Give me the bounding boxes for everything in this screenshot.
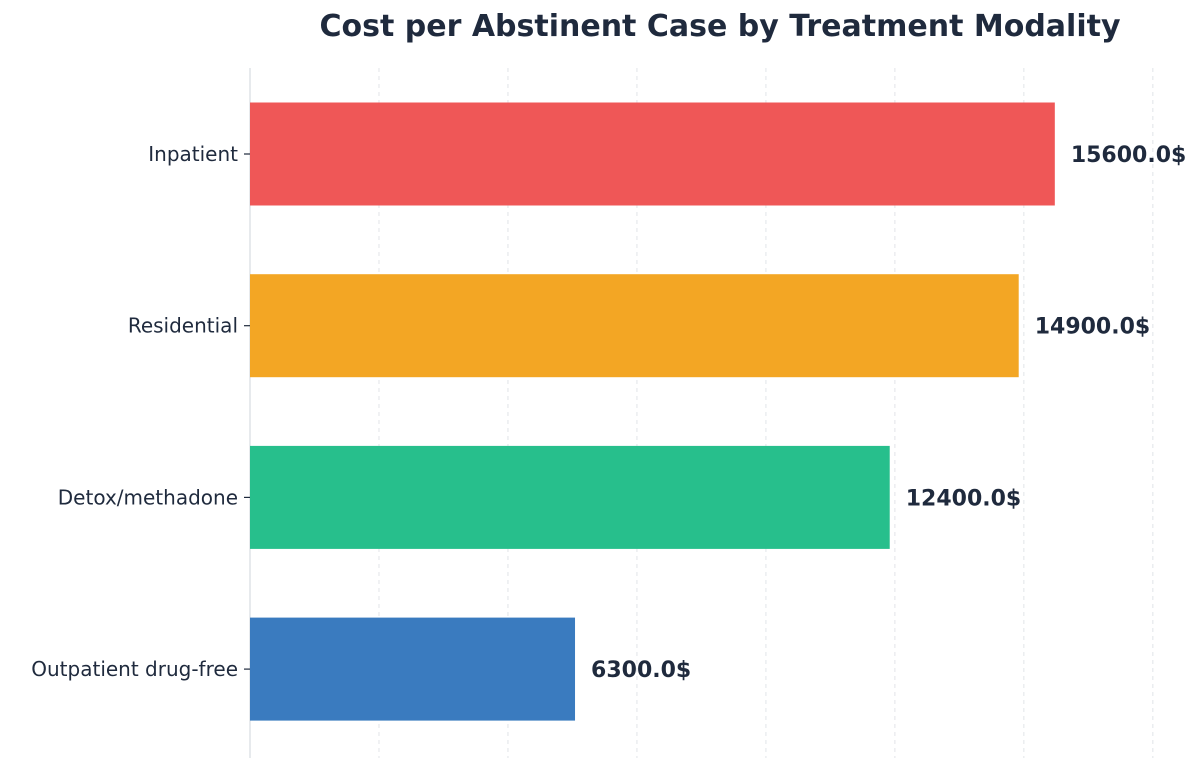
data-label: 12400.0$ [906,486,1022,511]
labels: Inpatient 15600.0$ Residential 14900.0$ Deto… [31,142,1186,683]
data-label: 6300.0$ [591,658,691,683]
data-label: 14900.0$ [1035,315,1151,340]
bar-inpatient [250,102,1055,206]
bars [250,102,1055,721]
data-label: 15600.0$ [1071,143,1187,168]
y-tick-label: Outpatient drug-free [31,657,238,681]
bar-residential [250,274,1019,378]
chart-title: Cost per Abstinent Case by Treatment Mod… [319,9,1120,44]
y-tick-label: Detox/methadone [58,485,238,509]
y-axis [244,68,251,758]
y-tick-label: Inpatient [148,142,238,166]
y-tick-label: Residential [128,314,238,338]
bar-detox-methadone [250,445,890,549]
bar-outpatient-drug-free [250,617,576,721]
